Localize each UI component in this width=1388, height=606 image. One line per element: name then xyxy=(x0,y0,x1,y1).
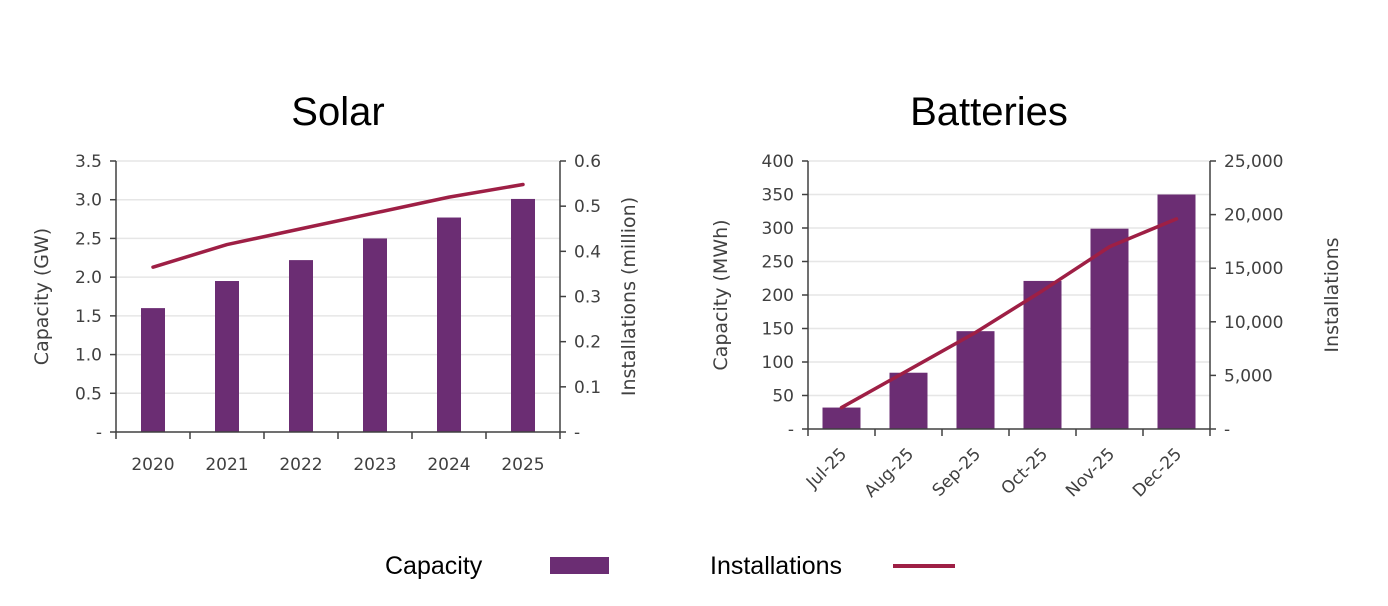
legend: Capacity Installations xyxy=(385,552,955,580)
bar-capacity xyxy=(141,308,165,432)
y-tick-label: 3.0 xyxy=(75,191,102,211)
y-tick-label: 100 xyxy=(762,353,794,373)
bar-capacity xyxy=(956,331,995,429)
batteries-chart: Batteries - 50 100 150 200 250 300 350 400 - 5,000 1… xyxy=(710,90,1343,502)
legend-label-capacity: Capacity xyxy=(385,552,483,580)
x-tick-label: Dec-25 xyxy=(1129,444,1186,501)
y-tick-label: 1.5 xyxy=(75,307,102,327)
x-tick-label: Nov-25 xyxy=(1062,444,1119,501)
y-tick-label: - xyxy=(96,423,102,443)
y2-tick-label: 0.3 xyxy=(574,288,601,308)
y2-axis-label: Installations xyxy=(1321,237,1343,352)
y-tick-label: 2.0 xyxy=(75,268,102,288)
y2-tick-label: 20,000 xyxy=(1224,206,1283,226)
y-tick-label: 350 xyxy=(762,186,794,206)
bar-capacity xyxy=(1157,194,1196,429)
y2-tick-label: 25,000 xyxy=(1224,152,1283,172)
x-tick-label: Jul-25 xyxy=(802,444,851,493)
x-tick-label: Oct-25 xyxy=(997,444,1052,499)
y2-tick-label: 0.2 xyxy=(574,333,601,353)
solar-chart: Solar - 0.5 1.0 1.5 2.0 2.5 3.0 3.5 - 0.1 0.2 0.3 0.4… xyxy=(31,90,640,475)
legend-label-installations: Installations xyxy=(710,552,842,580)
y2-tick-label: 0.1 xyxy=(574,378,601,398)
chart-title: Solar xyxy=(291,90,384,134)
y-tick-label: 2.5 xyxy=(75,229,102,249)
y-tick-label: 50 xyxy=(772,387,794,407)
bar-capacity xyxy=(289,260,313,432)
y-axis-label: Capacity (MWh) xyxy=(710,219,732,370)
y-tick-label: 250 xyxy=(762,253,794,273)
bar-capacity xyxy=(437,217,461,432)
x-tick-label: 2023 xyxy=(353,455,396,475)
y2-tick-label: 5,000 xyxy=(1224,366,1273,386)
bar-capacity xyxy=(363,238,387,432)
legend-swatch-capacity xyxy=(550,557,609,574)
line-installations xyxy=(151,182,525,269)
y2-tick-label: - xyxy=(1224,420,1230,440)
bar-capacity xyxy=(822,407,861,429)
y2-tick-label: 0.6 xyxy=(574,152,601,172)
y-tick-label: 0.5 xyxy=(75,384,102,404)
x-tick-label: 2021 xyxy=(205,455,248,475)
y-axis-label: Capacity (GW) xyxy=(31,228,53,365)
bar-capacity xyxy=(889,372,928,429)
y-tick-label: 150 xyxy=(762,320,794,340)
bar-capacity xyxy=(215,281,239,432)
y2-axis-label: Installations (million) xyxy=(618,197,640,396)
x-tick-label: Sep-25 xyxy=(929,444,985,500)
y2-tick-label: 15,000 xyxy=(1224,259,1283,279)
y-tick-label: 1.0 xyxy=(75,346,102,366)
y-tick-label: - xyxy=(788,420,794,440)
line-installations xyxy=(839,217,1179,410)
bar-capacity xyxy=(1090,228,1129,429)
y2-tick-label: - xyxy=(574,423,580,443)
y-tick-label: 400 xyxy=(762,152,794,172)
y2-tick-label: 0.5 xyxy=(574,197,601,217)
y-tick-label: 3.5 xyxy=(75,152,102,172)
bar-capacity xyxy=(1023,280,1062,429)
y-tick-label: 200 xyxy=(762,286,794,306)
x-tick-label: 2020 xyxy=(131,455,174,475)
chart-title: Batteries xyxy=(910,90,1068,134)
x-tick-label: 2022 xyxy=(279,455,322,475)
x-tick-label: 2024 xyxy=(427,455,470,475)
y-tick-label: 300 xyxy=(762,219,794,239)
x-tick-label: 2025 xyxy=(501,455,544,475)
x-tick-label: Aug-25 xyxy=(861,444,918,501)
bar-capacity xyxy=(511,198,535,432)
y2-tick-label: 10,000 xyxy=(1224,313,1283,333)
y2-tick-label: 0.4 xyxy=(574,242,601,262)
